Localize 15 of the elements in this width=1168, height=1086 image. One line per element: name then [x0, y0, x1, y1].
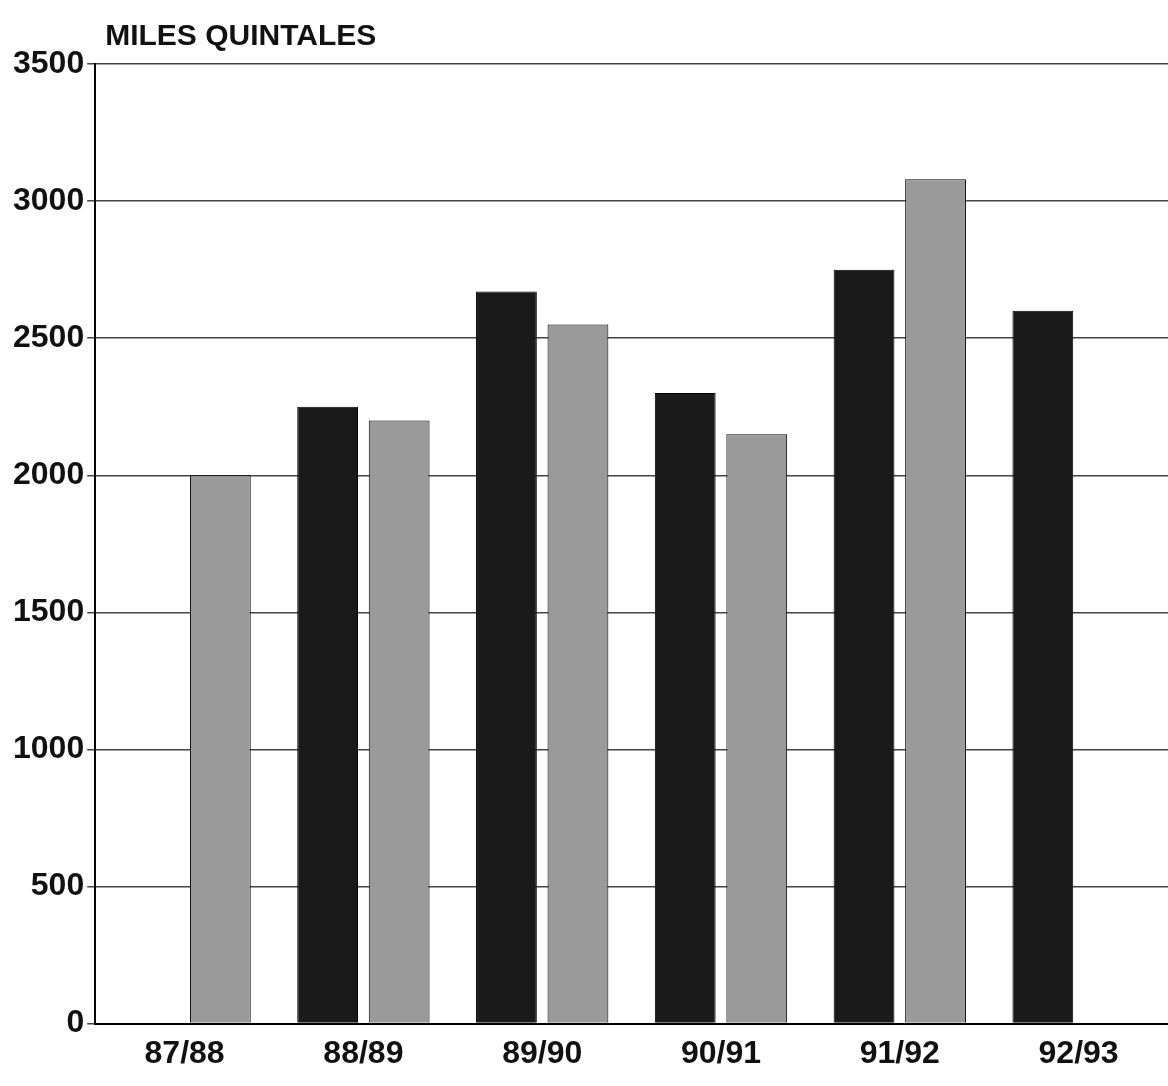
- y-tick-label: 3000: [13, 180, 85, 217]
- x-tick-label: 88/89: [323, 1033, 404, 1070]
- y-tick-label: 3500: [13, 43, 85, 80]
- x-tick-label: 92/93: [1038, 1033, 1119, 1070]
- y-tick-label: 2000: [13, 455, 85, 492]
- x-tick-label: 87/88: [144, 1033, 225, 1070]
- y-tick-label: 2500: [13, 318, 85, 354]
- y-tick-label: 1000: [13, 729, 85, 766]
- y-tick-label: 0: [66, 1003, 85, 1040]
- y-axis-title: MILES QUINTALES: [105, 18, 377, 52]
- x-tick-label: 90/91: [680, 1033, 762, 1070]
- x-tick-label: 89/90: [502, 1033, 583, 1070]
- y-tick-label: 1500: [13, 592, 85, 629]
- x-tick-label: 91/92: [859, 1033, 940, 1070]
- y-tick-label: 500: [30, 866, 85, 903]
